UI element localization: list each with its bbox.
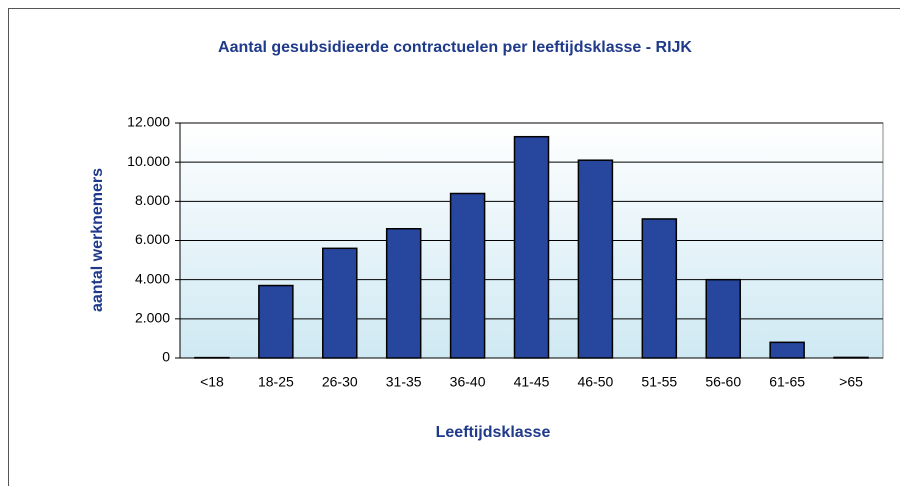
bar (258, 284, 294, 359)
x-tick-label: 46-50 (578, 374, 614, 390)
bar (385, 228, 422, 359)
x-tick-label: <18 (200, 374, 224, 390)
x-tick-label: 51-55 (641, 374, 677, 390)
y-tick-label: 6.000 (135, 231, 170, 247)
bar (322, 247, 358, 359)
y-tick-label: 10.000 (127, 153, 170, 169)
x-tick-label: 31-35 (386, 374, 422, 390)
bar (449, 192, 486, 359)
bar (833, 356, 869, 359)
bar (705, 278, 741, 359)
bar (513, 135, 550, 359)
y-tick-label: 8.000 (135, 192, 170, 208)
x-tick-label: 36-40 (450, 374, 486, 390)
x-tick-label: >65 (839, 374, 863, 390)
y-tick-label: 2.000 (135, 310, 170, 326)
y-tick-label: 0 (162, 349, 170, 365)
bar (769, 341, 805, 359)
x-tick-label: 26-30 (322, 374, 358, 390)
bar (641, 218, 678, 359)
x-tick-label: 18-25 (258, 374, 294, 390)
y-axis-title: aantal werknemers (89, 168, 106, 312)
chart-title: Aantal gesubsidieerde contractuelen per … (218, 39, 692, 56)
x-axis-title: Leeftijdsklasse (436, 424, 551, 441)
y-tick-label: 4.000 (135, 270, 170, 286)
bar (577, 159, 614, 359)
x-tick-label: 61-65 (769, 374, 805, 390)
x-tick-label: 41-45 (514, 374, 550, 390)
x-tick-label: 56-60 (705, 374, 741, 390)
y-tick-label: 12.000 (127, 114, 170, 130)
